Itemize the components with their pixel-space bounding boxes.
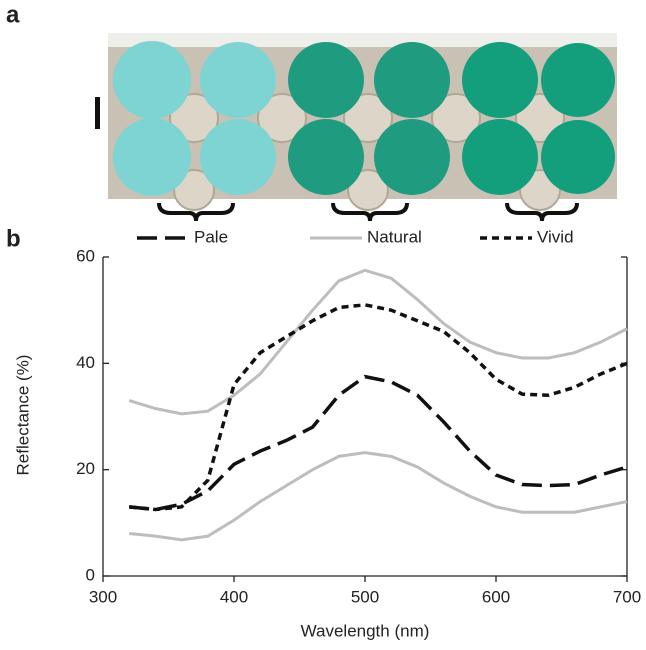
y-tick-label: 60	[76, 246, 95, 265]
egg-photo	[95, 33, 617, 222]
series-line	[129, 303, 628, 512]
panel-label: a	[6, 1, 20, 28]
y-tick-label: 0	[86, 565, 95, 584]
x-axis-label: Wavelength (nm)	[301, 621, 430, 640]
panel-label: b	[6, 225, 21, 252]
x-tick-label: 300	[89, 587, 117, 606]
x-tick-label: 500	[351, 587, 379, 606]
legend-label: Vivid	[537, 227, 574, 246]
y-tick-label: 40	[76, 353, 95, 372]
legend-label: Pale	[194, 227, 228, 246]
series-line	[129, 374, 628, 512]
legend-label: Natural	[367, 227, 422, 246]
plot-area: Wavelength (nm) Reflectance (%)	[13, 257, 628, 640]
y-tick-label: 20	[76, 459, 95, 478]
x-tick-label: 600	[482, 587, 510, 606]
x-tick-label: 700	[613, 587, 641, 606]
y-axis-label: Reflectance (%)	[13, 355, 32, 476]
x-tick-label: 400	[220, 587, 248, 606]
series-line	[129, 451, 628, 542]
series-line	[128, 268, 628, 416]
